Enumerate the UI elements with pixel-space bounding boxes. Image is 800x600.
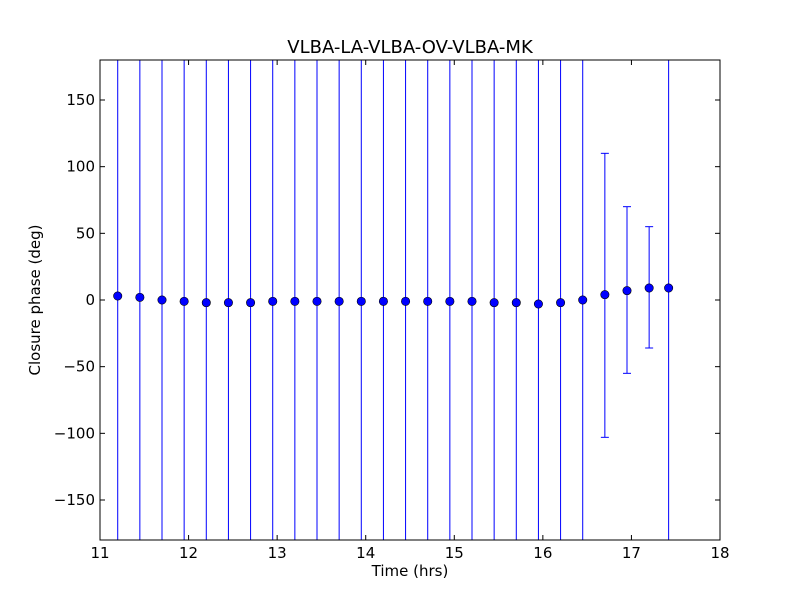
data-point <box>578 295 588 305</box>
x-tick-label: 14 <box>356 544 375 562</box>
data-point <box>445 296 455 306</box>
data-point <box>511 298 521 308</box>
x-tick-label: 12 <box>179 544 198 562</box>
data-point <box>644 283 654 293</box>
y-axis-ticks: −150 −100 −50 0 50 100 150 <box>54 91 720 509</box>
data-point <box>201 298 211 308</box>
y-tick-label: 150 <box>66 91 95 109</box>
data-point <box>378 296 388 306</box>
data-point <box>533 299 543 309</box>
x-tick-label: 11 <box>90 544 109 562</box>
y-axis-label: Closure phase (deg) <box>26 225 44 376</box>
data-point <box>664 283 674 293</box>
data-point <box>489 298 499 308</box>
x-tick-label: 13 <box>268 544 287 562</box>
x-axis-label: Time (hrs) <box>371 562 449 580</box>
data-point <box>600 290 610 300</box>
y-tick-label: 0 <box>85 291 95 309</box>
data-point <box>556 298 566 308</box>
x-tick-label: 16 <box>533 544 552 562</box>
marker-layer <box>113 283 674 309</box>
data-point <box>290 296 300 306</box>
data-point <box>268 296 278 306</box>
x-tick-label: 15 <box>445 544 464 562</box>
data-point <box>334 296 344 306</box>
x-tick-label: 18 <box>710 544 729 562</box>
data-point <box>467 296 477 306</box>
y-tick-label: 50 <box>76 224 95 242</box>
data-point <box>401 296 411 306</box>
data-point <box>423 296 433 306</box>
x-tick-label: 17 <box>622 544 641 562</box>
data-point <box>179 296 189 306</box>
data-point <box>622 286 632 296</box>
data-point <box>312 296 322 306</box>
data-point <box>223 298 233 308</box>
y-tick-label: −100 <box>54 424 95 442</box>
data-point <box>157 295 167 305</box>
y-tick-label: −50 <box>63 358 95 376</box>
data-point <box>113 291 123 301</box>
chart-title: VLBA-LA-VLBA-OV-VLBA-MK <box>287 37 534 58</box>
y-tick-label: 100 <box>66 158 95 176</box>
data-point <box>135 292 145 302</box>
y-tick-label: −150 <box>54 491 95 509</box>
data-point <box>356 296 366 306</box>
x-axis-ticks: 11 12 13 14 15 16 17 18 <box>90 60 730 562</box>
data-point <box>246 298 256 308</box>
